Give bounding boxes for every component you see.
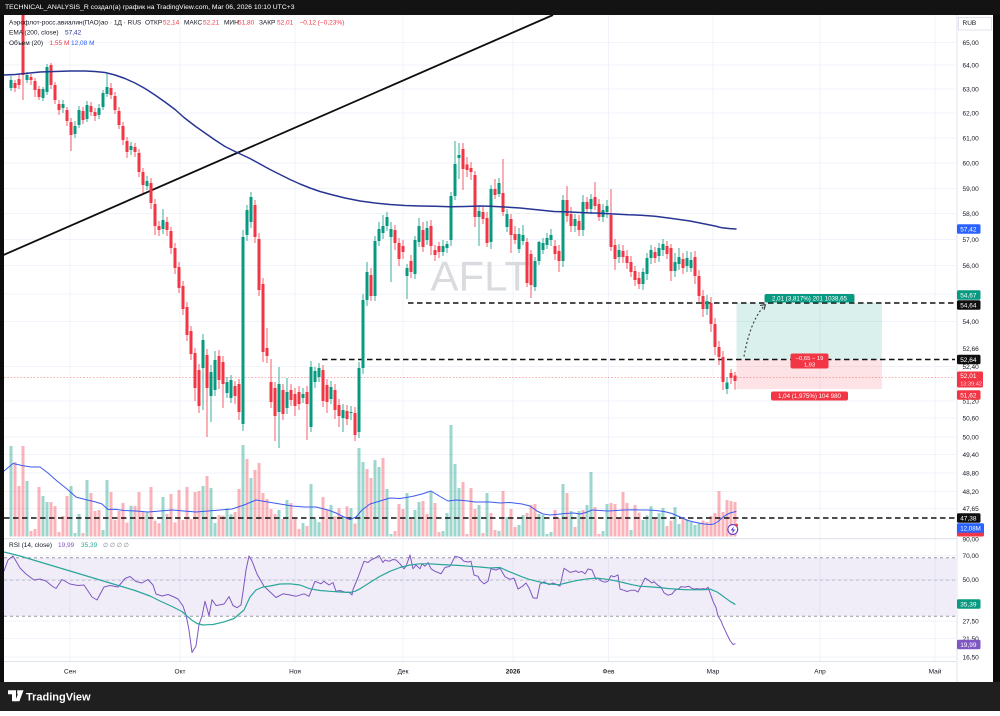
svg-text:47,38: 47,38 [960,515,977,522]
svg-text:61,00: 61,00 [963,135,980,142]
svg-text:27,50: 27,50 [963,618,980,625]
svg-text:Фев: Фев [602,669,615,676]
svg-text:19,99: 19,99 [960,642,977,649]
svg-text:58,00: 58,00 [963,211,980,218]
svg-text:64,00: 64,00 [963,62,980,69]
svg-text:51,62: 51,62 [960,392,977,399]
svg-text:52,01: 52,01 [277,19,294,26]
svg-text:90,00: 90,00 [963,536,980,543]
svg-text:52,21: 52,21 [203,19,220,26]
svg-text:21,50: 21,50 [963,636,980,643]
svg-text:Объем (20): Объем (20) [9,39,43,47]
svg-text:∅ ∅ ∅ ∅: ∅ ∅ ∅ ∅ [103,542,129,549]
svg-text:57,42: 57,42 [65,30,82,37]
svg-text:49,40: 49,40 [963,452,980,459]
svg-text:52,64: 52,64 [960,357,977,364]
svg-text:59,00: 59,00 [963,186,980,193]
svg-text:60,00: 60,00 [963,160,980,167]
svg-text:54,64: 54,64 [960,302,977,309]
svg-text:МАКС: МАКС [184,19,202,26]
svg-text:12,08М: 12,08М [960,525,981,532]
svg-text:51,80: 51,80 [238,19,255,26]
svg-text:48,80: 48,80 [963,470,980,477]
svg-text:TradingView: TradingView [26,692,91,704]
svg-text:Аэрофлот-росс.авиалин(ПАО)ао ·: Аэрофлот-росс.авиалин(ПАО)ао · 1Д · RUS [9,19,142,26]
svg-text:51,20: 51,20 [963,398,980,405]
svg-text:Дек: Дек [398,669,409,676]
svg-text:Мар: Мар [707,669,720,676]
svg-text:RSI (14, close): RSI (14, close) [9,542,52,549]
svg-text:57,00: 57,00 [963,237,980,244]
svg-text:Ноя: Ноя [289,669,301,676]
svg-text:52,66: 52,66 [963,346,980,353]
svg-text:50,60: 50,60 [963,415,980,422]
svg-text:2,01 (3,817%) 201 1038,65: 2,01 (3,817%) 201 1038,65 [772,295,848,302]
svg-text:57,42: 57,42 [960,226,977,233]
svg-text:Сен: Сен [64,669,76,676]
svg-text:35,39: 35,39 [81,542,98,549]
svg-text:AFLT: AFLT [431,253,531,300]
svg-text:1,93: 1,93 [804,363,815,369]
svg-text:54,67: 54,67 [960,292,977,299]
svg-text:65,00: 65,00 [963,40,980,47]
svg-text:52,01: 52,01 [960,373,977,380]
svg-text:Апр: Апр [814,669,826,676]
svg-text:−0,65 − 19: −0,65 − 19 [796,356,824,362]
svg-text:63,00: 63,00 [963,86,980,93]
svg-text:50,00: 50,00 [963,434,980,441]
svg-text:RUB: RUB [963,20,977,27]
svg-text:47,65: 47,65 [963,506,980,513]
svg-text:56,00: 56,00 [963,263,980,270]
svg-text:70,00: 70,00 [963,553,980,560]
svg-text:ОТКР: ОТКР [145,19,162,26]
svg-text:−0,12 (−0,23%): −0,12 (−0,23%) [300,19,345,26]
svg-text:50,00: 50,00 [963,577,980,584]
svg-text:1,04 (1,975%) 104 980: 1,04 (1,975%) 104 980 [778,393,842,400]
svg-text:62,00: 62,00 [963,110,980,117]
svg-text:1,55 М: 1,55 М [50,40,70,47]
svg-text:16,50: 16,50 [963,654,980,661]
svg-text:54,00: 54,00 [963,319,980,326]
svg-text:2026: 2026 [506,669,521,676]
svg-text:13:39:42: 13:39:42 [960,381,982,387]
svg-text:35,39: 35,39 [960,601,977,608]
svg-text:19,99: 19,99 [58,542,75,549]
svg-text:МИН: МИН [224,19,239,26]
svg-text:52,40: 52,40 [963,364,980,371]
svg-text:12,08 М: 12,08 М [71,40,95,47]
svg-text:EMA (200, close): EMA (200, close) [9,30,59,37]
svg-text:Окт: Окт [175,669,186,676]
svg-text:48,20: 48,20 [963,489,980,496]
svg-text:ЗАКР: ЗАКР [259,19,275,26]
svg-text:Май: Май [929,668,942,676]
svg-text:52,14: 52,14 [163,19,180,26]
